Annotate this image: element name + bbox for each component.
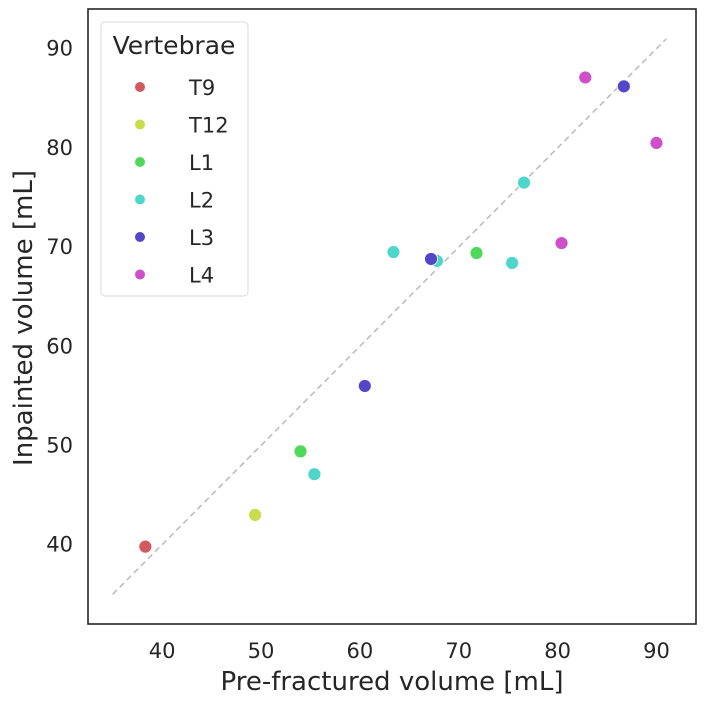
x-tick-label: 40	[149, 639, 176, 663]
y-tick-label: 40	[46, 533, 73, 557]
legend-label-t12: T12	[188, 114, 229, 138]
data-point-l2	[517, 175, 531, 190]
data-point-l2	[505, 256, 520, 270]
data-point-l2	[307, 467, 322, 482]
data-point-l1	[469, 246, 484, 260]
y-tick-label: 70	[46, 235, 73, 259]
y-axis-title: Inpainted volume [mL]	[9, 170, 39, 466]
data-points-layer	[138, 70, 664, 554]
data-point-l2	[386, 245, 401, 259]
y-tick-label: 60	[46, 334, 73, 358]
legend-label-t9: T9	[188, 76, 215, 100]
legend: Vertebrae T9 T12 L1 L2 L3 L4	[100, 21, 249, 297]
legend-items: T9 T12 L1 L2 L3 L4	[135, 76, 229, 288]
x-tick-label: 90	[643, 639, 670, 663]
legend-marker-t12	[135, 119, 145, 130]
y-tick-labels: 40 50 60 70 80 90	[46, 37, 73, 557]
data-point-l4	[554, 236, 569, 250]
x-tick-labels: 40 50 60 70 80 90	[149, 639, 670, 663]
plot-frame	[87, 8, 697, 625]
reference-line-layer	[112, 38, 667, 595]
data-point-l3	[424, 252, 438, 266]
legend-label-l4: L4	[189, 264, 214, 288]
data-point-t12	[248, 507, 262, 522]
y-tick-label: 90	[46, 37, 73, 61]
legend-title: Vertebrae	[113, 31, 236, 60]
data-point-l4	[649, 136, 664, 150]
data-point-t9	[138, 539, 153, 554]
identity-reference-line	[112, 38, 667, 595]
x-tick-label: 70	[445, 639, 472, 663]
legend-box	[100, 21, 249, 297]
legend-marker-l1	[135, 157, 145, 167]
x-axis-title: Pre-fractured volume [mL]	[220, 667, 563, 697]
legend-marker-t9	[135, 82, 145, 92]
y-tick-label: 80	[46, 136, 73, 160]
y-tick-label: 50	[46, 433, 73, 457]
data-point-l3	[357, 379, 372, 393]
legend-label-l1: L1	[189, 151, 214, 175]
x-tick-label: 60	[347, 639, 374, 663]
legend-label-l3: L3	[189, 226, 214, 250]
legend-marker-l2	[135, 194, 145, 205]
data-point-l1	[293, 444, 308, 459]
x-tick-label: 50	[248, 639, 275, 663]
data-point-l4	[578, 70, 593, 85]
legend-marker-l3	[135, 232, 145, 242]
x-tick-label: 80	[544, 639, 571, 663]
data-point-l3	[616, 79, 631, 94]
legend-label-l2: L2	[189, 189, 214, 213]
legend-marker-l4	[135, 269, 145, 280]
